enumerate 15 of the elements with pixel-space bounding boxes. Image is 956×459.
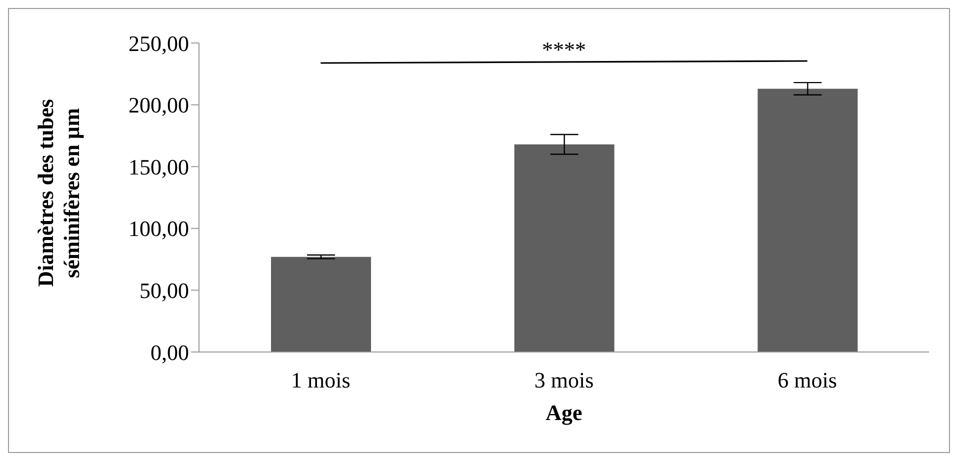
y-tick-label: 200,00: [128, 92, 189, 118]
x-tick-label: 1 mois: [291, 368, 350, 393]
x-tick-label: 3 mois: [534, 368, 594, 393]
y-tick-label: 0,00: [150, 340, 189, 365]
bar: [514, 144, 614, 352]
annotation: ****: [542, 37, 586, 62]
y-tick-label: 50,00: [140, 278, 189, 304]
y-tick-label: 250,00: [128, 30, 189, 56]
y-axis-title: Diamètres des tubes séminifères en µm: [33, 99, 85, 287]
y-tick-label: 100,00: [128, 216, 189, 242]
x-tick-label: 6 mois: [778, 368, 837, 393]
y-tick-label: 150,00: [128, 154, 189, 180]
x-axis-title: Age: [546, 400, 583, 425]
bar: [758, 88, 858, 352]
bar: [271, 256, 371, 352]
